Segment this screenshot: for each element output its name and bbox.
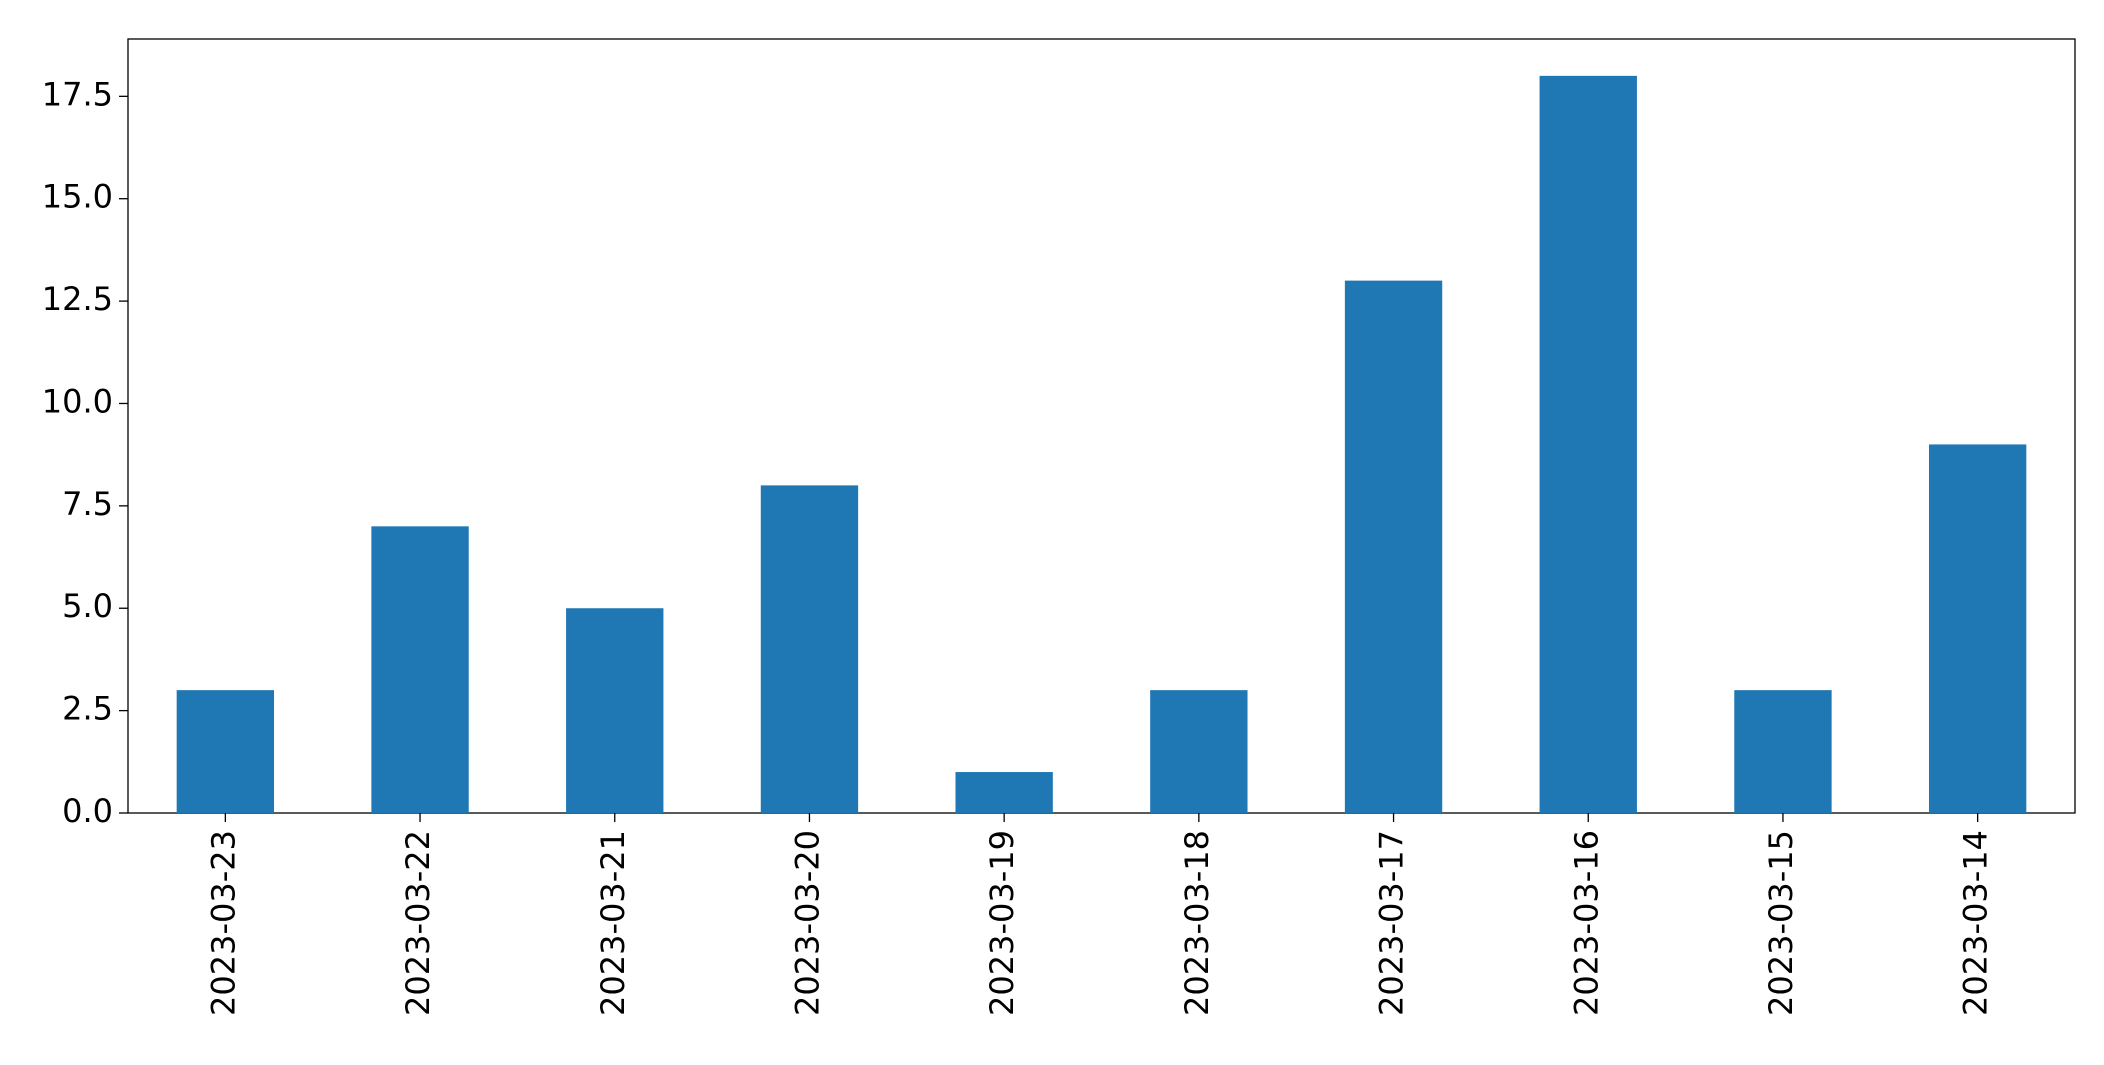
bar — [760, 485, 859, 813]
y-tick-label: 15.0 — [42, 178, 113, 216]
bar — [371, 526, 469, 813]
x-tick-label: 2023-03-20 — [788, 830, 826, 1016]
x-tick-label: 2023-03-18 — [1178, 830, 1216, 1016]
x-tick-label: 2023-03-15 — [1762, 830, 1800, 1016]
y-tick-label: 0.0 — [62, 792, 113, 830]
x-tick-label: 2023-03-21 — [594, 830, 632, 1016]
y-tick-label: 5.0 — [62, 587, 113, 625]
bar — [1539, 75, 1637, 814]
x-tick-label: 2023-03-14 — [1957, 830, 1995, 1016]
x-tick-label: 2023-03-16 — [1567, 830, 1605, 1016]
x-tick-label: 2023-03-19 — [983, 830, 1021, 1016]
y-tick-label: 10.0 — [42, 382, 113, 420]
bar — [176, 690, 275, 813]
y-tick-label: 17.5 — [42, 75, 113, 113]
bar — [566, 608, 664, 813]
y-tick-label: 7.5 — [62, 485, 113, 523]
bar — [1344, 280, 1443, 814]
x-tick-label: 2023-03-17 — [1373, 830, 1411, 1016]
bar — [1928, 444, 2027, 813]
y-tick-label: 12.5 — [42, 280, 113, 318]
plot-frame — [127, 38, 2076, 814]
bar — [1150, 690, 1248, 813]
bar — [1734, 690, 1832, 813]
y-tick-label: 2.5 — [62, 690, 113, 728]
bar — [955, 772, 1053, 813]
x-tick-label: 2023-03-23 — [204, 830, 242, 1016]
x-tick-label: 2023-03-22 — [399, 830, 437, 1016]
